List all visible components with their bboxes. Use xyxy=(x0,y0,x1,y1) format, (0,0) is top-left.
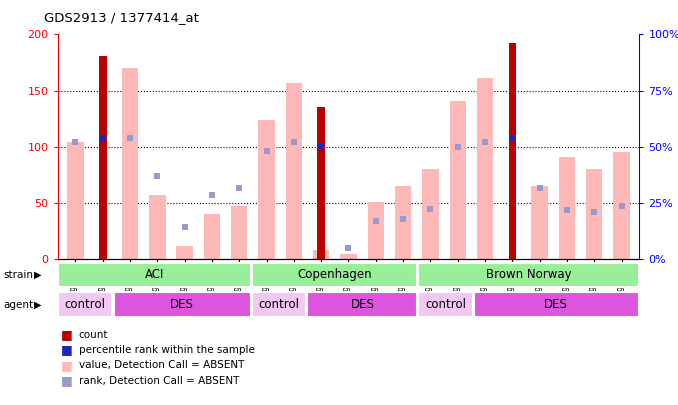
Bar xyxy=(114,292,251,317)
Text: ■: ■ xyxy=(61,343,73,356)
Bar xyxy=(258,120,275,259)
Text: ▶: ▶ xyxy=(34,300,41,309)
Bar xyxy=(508,43,516,259)
Text: ACI: ACI xyxy=(145,269,164,281)
Bar xyxy=(317,107,325,259)
Text: DES: DES xyxy=(170,298,194,311)
Bar xyxy=(204,214,220,259)
Bar xyxy=(418,262,639,288)
Bar xyxy=(252,262,417,288)
Text: ■: ■ xyxy=(61,359,73,372)
Text: control: control xyxy=(425,298,466,311)
Text: Brown Norway: Brown Norway xyxy=(485,269,572,281)
Bar xyxy=(285,83,302,259)
Bar xyxy=(532,186,548,259)
Text: DES: DES xyxy=(544,298,568,311)
Bar xyxy=(313,250,330,259)
Text: count: count xyxy=(79,330,108,339)
Bar xyxy=(474,292,639,317)
Bar xyxy=(477,78,493,259)
Text: DES: DES xyxy=(351,298,374,311)
Text: percentile rank within the sample: percentile rank within the sample xyxy=(79,345,254,355)
Bar xyxy=(58,262,251,288)
Bar xyxy=(559,157,575,259)
Text: value, Detection Call = ABSENT: value, Detection Call = ABSENT xyxy=(79,360,244,370)
Text: Copenhagen: Copenhagen xyxy=(298,269,372,281)
Bar xyxy=(67,142,83,259)
Bar xyxy=(586,169,603,259)
Bar xyxy=(395,186,412,259)
Text: strain: strain xyxy=(3,270,33,280)
Bar xyxy=(614,152,630,259)
Text: ■: ■ xyxy=(61,374,73,387)
Bar xyxy=(252,292,306,317)
Text: GDS2913 / 1377414_at: GDS2913 / 1377414_at xyxy=(44,11,199,24)
Bar xyxy=(58,292,113,317)
Text: agent: agent xyxy=(3,300,33,309)
Bar xyxy=(99,56,106,259)
Bar xyxy=(422,169,439,259)
Bar xyxy=(418,292,473,317)
Bar xyxy=(340,254,357,259)
Bar xyxy=(149,195,165,259)
Bar xyxy=(450,101,466,259)
Bar xyxy=(308,292,417,317)
Bar xyxy=(367,202,384,259)
Text: ■: ■ xyxy=(61,328,73,341)
Bar xyxy=(231,207,247,259)
Bar xyxy=(122,68,138,259)
Text: control: control xyxy=(65,298,106,311)
Text: rank, Detection Call = ABSENT: rank, Detection Call = ABSENT xyxy=(79,376,239,386)
Text: control: control xyxy=(259,298,300,311)
Text: ▶: ▶ xyxy=(34,270,41,280)
Bar xyxy=(176,246,193,259)
